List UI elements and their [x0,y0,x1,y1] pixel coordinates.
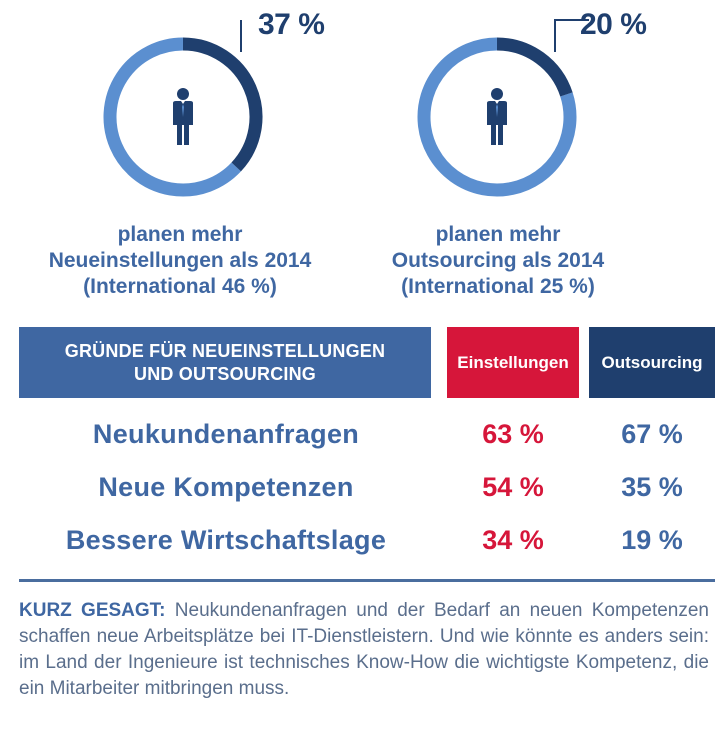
caption-line: Outsourcing als 2014 [391,249,605,272]
caption-line: planen mehr [435,223,561,246]
column-header-einstellungen: Einstellungen [447,327,579,398]
reasons-table-title: GRÜNDE FÜR NEUEINSTELLUNGEN UND OUTSOURC… [19,327,431,398]
donut-chart-neueinstellungen [103,20,263,197]
donut-slice-highlight [496,37,573,97]
donut-slice-highlight [182,37,263,172]
summary-paragraph: KURZ GESAGT: Neukundenanfragen und der B… [19,598,709,702]
donut-chart-outsourcing [417,19,589,197]
donut-caption: planen mehr Neueinstellungen als 2014 (I… [20,222,340,300]
caption-line: (International 25 %) [401,275,595,298]
donut-value-label: 37 % [258,8,325,41]
donut-neueinstellungen [103,0,263,205]
caption-line: Neueinstellungen als 2014 [48,249,312,272]
summary-text: Neukundenanfragen und der Bedarf an neue… [19,600,709,699]
column-header-outsourcing: Outsourcing [589,327,715,398]
businessman-icon [487,88,507,145]
table-cell-einstellungen: 54 % [482,472,544,502]
table-cell-outsourcing: 35 % [621,472,683,502]
caption-line: (International 46 %) [83,275,277,298]
donut-outsourcing [417,0,589,205]
table-row-label: Bessere Wirtschaftslage [65,525,387,555]
donut-caption: planen mehr Outsourcing als 2014 (Intern… [358,222,638,300]
caption-line: planen mehr [117,223,243,246]
table-cell-outsourcing: 67 % [621,419,683,449]
table-cell-einstellungen: 63 % [482,419,544,449]
section-divider [19,579,715,582]
businessman-icon [173,88,193,145]
donut-slice-rest [417,37,577,197]
donut-value-label: 20 % [580,8,647,41]
table-title-line: UND OUTSOURCING [134,363,316,384]
donut-slice-rest [103,37,241,197]
table-title-line: GRÜNDE FÜR NEUEINSTELLUNGEN [64,340,386,361]
table-cell-einstellungen: 34 % [482,525,544,555]
table-row-label: Neue Kompetenzen [98,472,354,502]
summary-lead: KURZ GESAGT: [19,600,166,621]
table-cell-outsourcing: 19 % [621,525,683,555]
callout-line [554,19,589,52]
table-row-label: Neukundenanfragen [92,419,360,449]
